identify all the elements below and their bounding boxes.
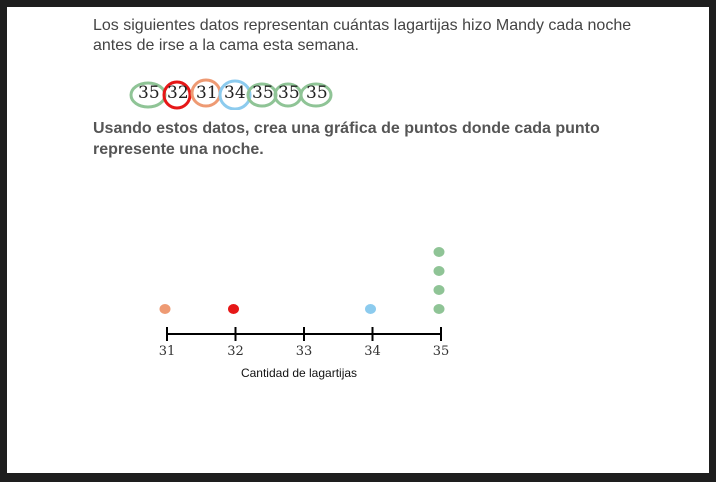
data-values-row: 35 32 31 34 35 35 35 — [122, 76, 442, 110]
value-2: 32 — [167, 83, 189, 103]
value-5: 35 — [252, 83, 274, 103]
value-1: 35 — [138, 83, 160, 103]
dot-31-1 — [159, 304, 171, 314]
problem-statement: Los siguientes datos representan cuántas… — [93, 17, 632, 54]
tick-label-34: 34 — [364, 344, 381, 359]
value-4: 34 — [224, 83, 246, 103]
value-annotations — [129, 78, 333, 110]
value-6: 35 — [278, 83, 300, 103]
value-3: 31 — [196, 83, 218, 103]
dot-32-1 — [228, 304, 239, 314]
circle-mark-34 — [218, 79, 252, 110]
circle-mark-35d — [299, 82, 333, 108]
dot-35-4 — [433, 247, 445, 257]
tick-label-32: 32 — [227, 344, 244, 359]
tick-label-33: 33 — [296, 344, 313, 359]
worksheet-panel — [7, 7, 709, 473]
dot-34-1 — [365, 304, 376, 314]
circle-mark-32 — [162, 80, 192, 110]
tick-label-31: 31 — [159, 344, 176, 359]
dot-35-1 — [433, 304, 445, 314]
dot-35-2 — [433, 285, 445, 295]
instruction-text: Usando estos datos, crea una gráfica de … — [93, 120, 600, 158]
tick-label-35: 35 — [433, 344, 450, 359]
x-axis-label: Cantidad de lagartijas — [240, 366, 358, 380]
dot-35-3 — [433, 266, 445, 276]
value-7: 35 — [306, 83, 328, 103]
